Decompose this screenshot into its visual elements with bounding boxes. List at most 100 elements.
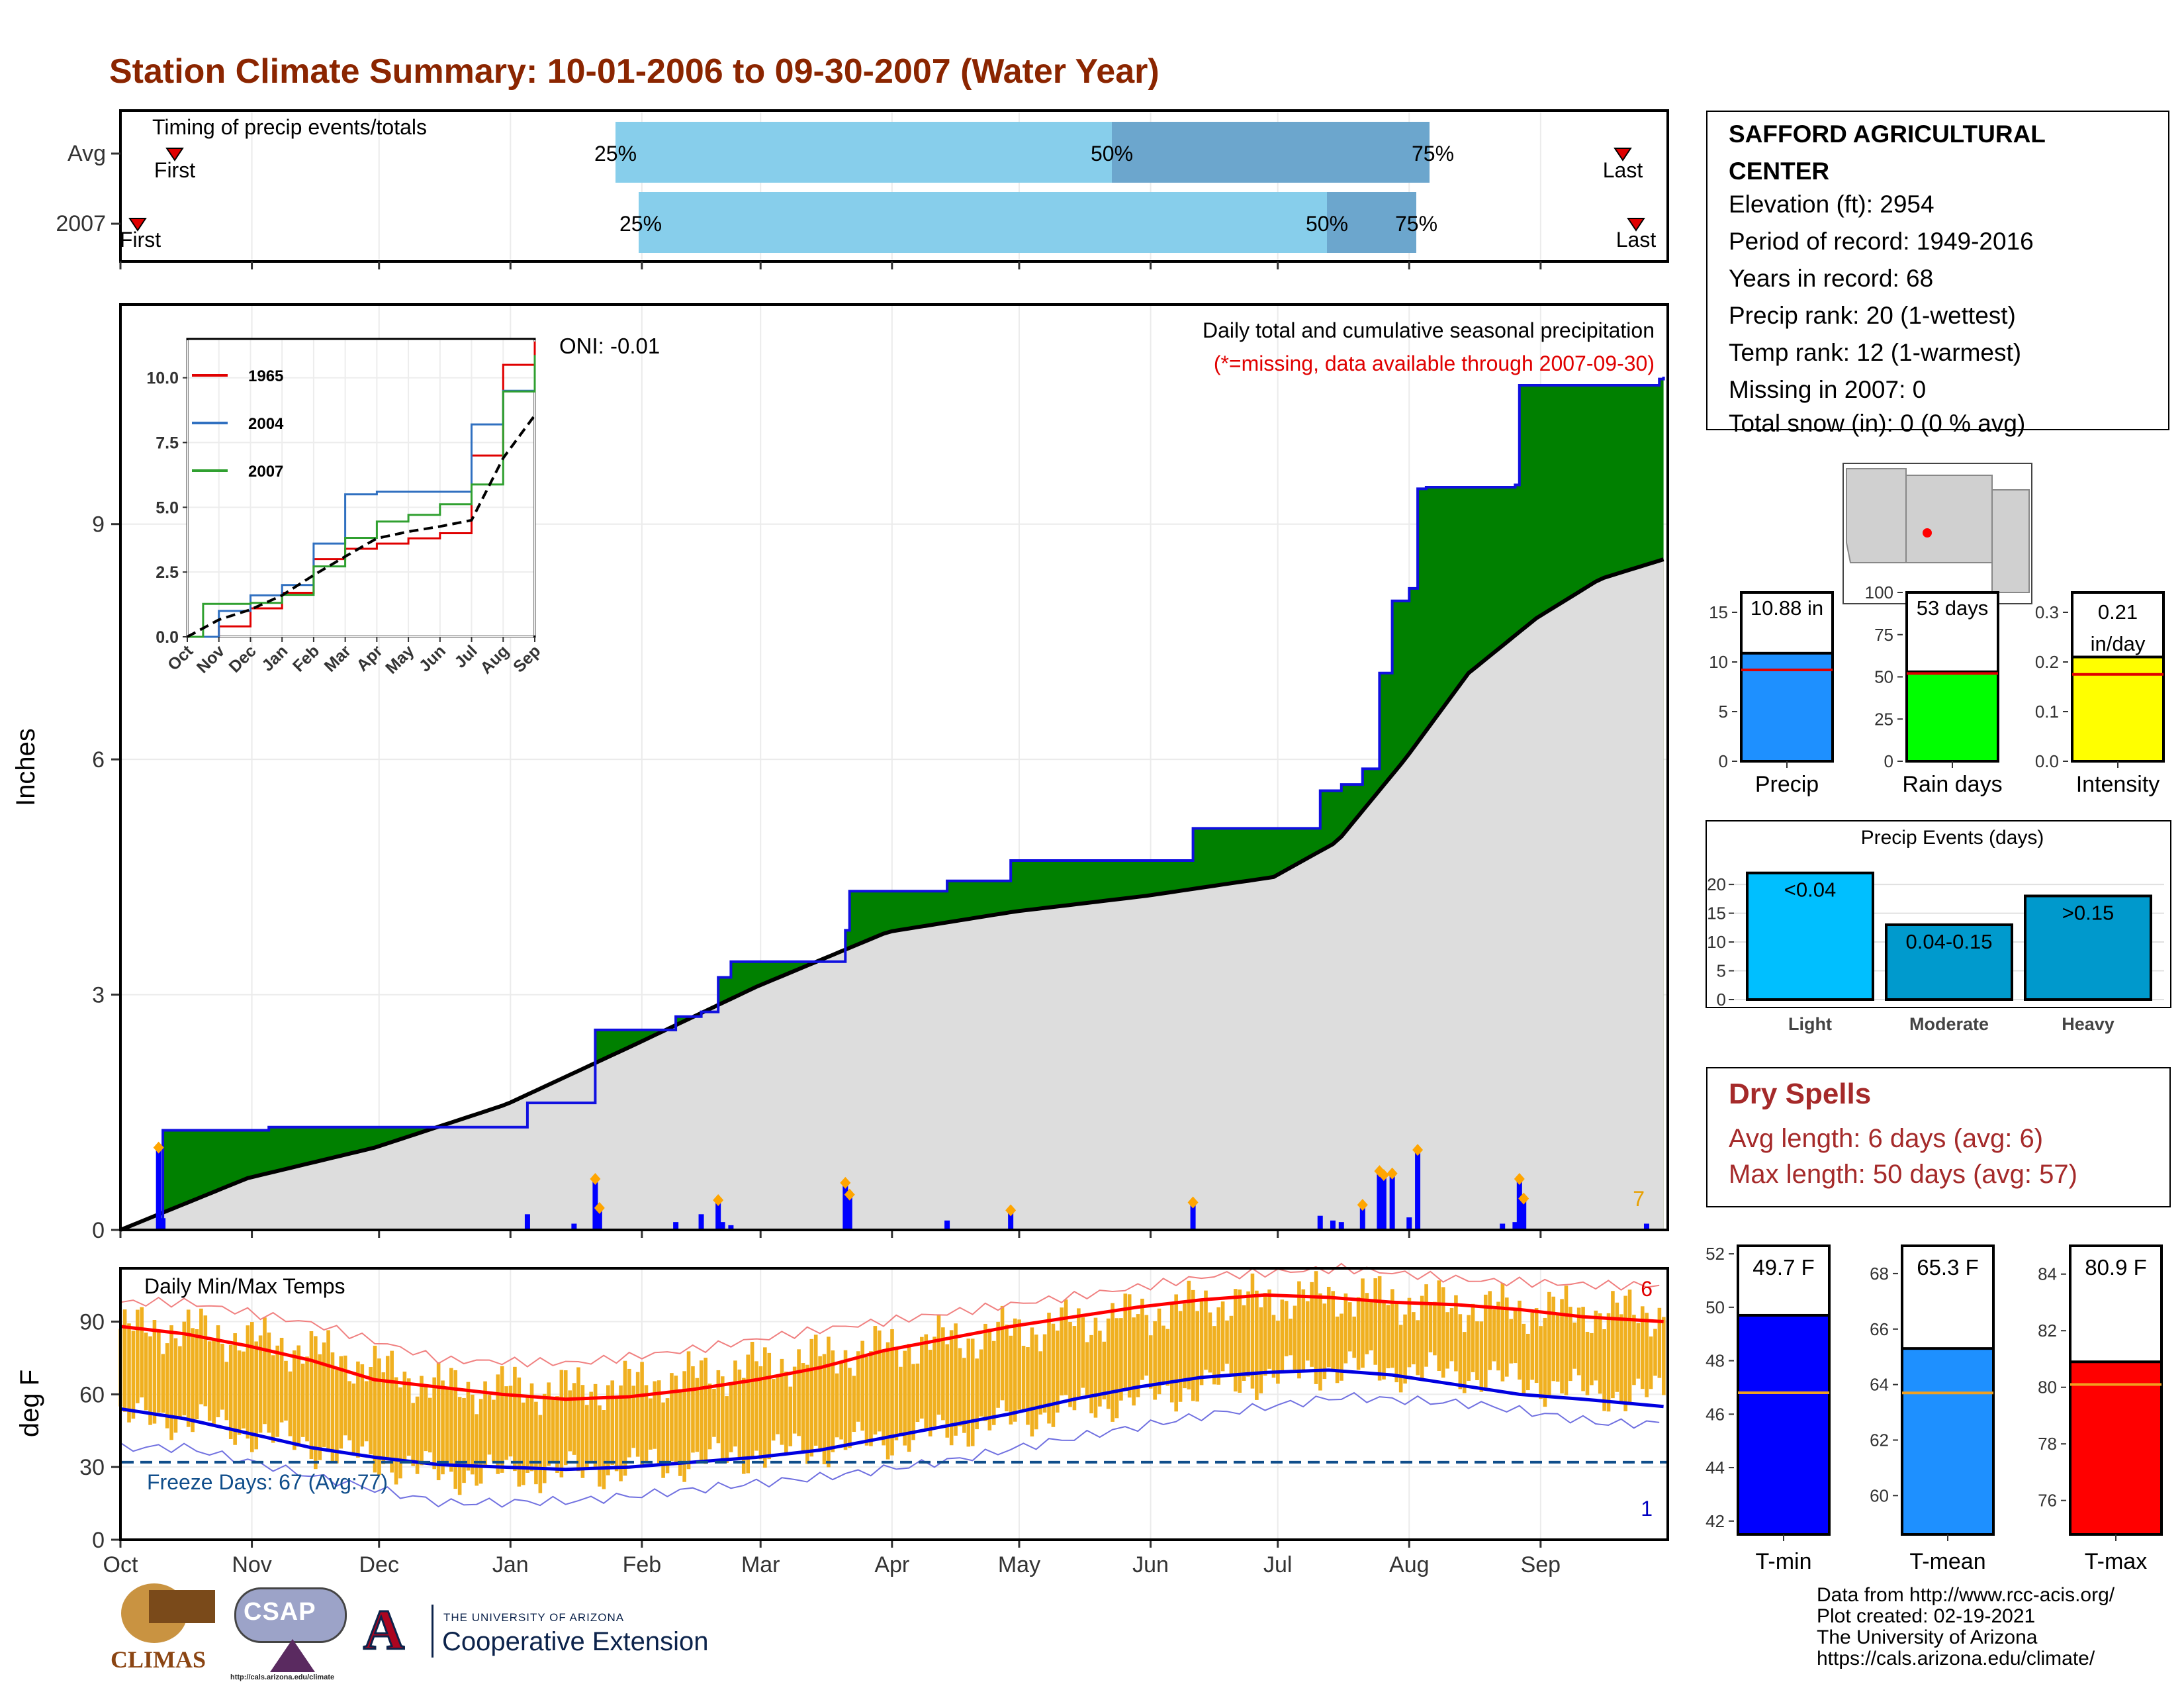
temp-daily-range-bar — [776, 1376, 780, 1434]
temp-daily-range-bar — [1632, 1315, 1636, 1385]
temp-daily-range-bar — [1576, 1307, 1581, 1376]
temp-daily-range-bar — [394, 1377, 398, 1485]
timing-avg-first-label: First — [154, 158, 195, 182]
dry-spells-box: Dry Spells Avg length: 6 days (avg: 6) M… — [1706, 1067, 2171, 1207]
temp-daily-range-bar — [674, 1376, 678, 1462]
temp-daily-range-bar — [335, 1370, 339, 1464]
timing-2007-bar-high — [1327, 192, 1416, 253]
temp-daily-range-bar — [1013, 1318, 1017, 1422]
temp-daily-range-bar — [784, 1372, 788, 1454]
summary-ytick-label: 25 — [1874, 709, 1893, 729]
temp-daily-range-bar — [330, 1352, 335, 1462]
temp-daily-range-bar — [1615, 1302, 1619, 1392]
temp-daily-range-bar — [559, 1370, 564, 1477]
daily-precip-bar — [1338, 1222, 1344, 1230]
temp-daily-range-bar — [640, 1362, 644, 1468]
daily-precip-bar — [1415, 1150, 1421, 1230]
summary-ytick-label: 0.1 — [2035, 702, 2059, 722]
temp-daily-range-bar — [1640, 1306, 1645, 1389]
temp-daily-range-bar — [1657, 1307, 1662, 1378]
temp-daily-range-bar — [970, 1338, 975, 1446]
temp-daily-range-bar — [1560, 1299, 1564, 1394]
temp-daily-range-bar — [1479, 1321, 1484, 1392]
temp-daily-range-bar — [856, 1351, 860, 1422]
temp-daily-range-bar — [212, 1338, 216, 1427]
temp-xtick-label: Nov — [232, 1552, 271, 1577]
temp-daily-range-bar — [1106, 1318, 1111, 1409]
climas-emblem-accent — [149, 1590, 215, 1623]
temp-daily-range-bar — [1661, 1317, 1666, 1395]
temp-daily-range-bar — [1356, 1297, 1361, 1370]
temp-daily-range-bar — [920, 1336, 924, 1419]
temp-daily-range-bar — [1310, 1282, 1314, 1367]
temp-daily-range-bar — [758, 1366, 763, 1460]
temp-daily-range-bar — [1030, 1327, 1034, 1437]
dry-spells-avg: Avg length: 6 days (avg: 6) — [1729, 1124, 2044, 1153]
temp-daily-range-bar — [178, 1346, 182, 1418]
temp-daily-range-bar — [733, 1360, 737, 1447]
temp-daily-range-bar — [339, 1356, 343, 1449]
temp-daily-range-bar — [1068, 1321, 1072, 1407]
temp-daily-range-bar — [813, 1335, 818, 1446]
station-map — [1843, 463, 2032, 604]
temp-daily-range-bar — [737, 1369, 742, 1458]
temp-daily-range-bar — [1250, 1273, 1255, 1389]
summary-bar-label: Precip — [1755, 772, 1819, 797]
temp-daily-range-bar — [1204, 1290, 1208, 1370]
footer-line-url: https://cals.arizona.edu/climate/ — [1817, 1648, 2095, 1669]
ua-divider — [432, 1605, 433, 1658]
temp-daily-range-bar — [1225, 1320, 1229, 1364]
csap-logo-text: CSAP — [244, 1598, 316, 1626]
temp-xtick-label: Jul — [1263, 1552, 1292, 1577]
temp-daily-range-bar — [754, 1361, 758, 1451]
summary-ytick-label: 0.2 — [2035, 652, 2059, 672]
temp-summary-ytick-label: 64 — [1870, 1375, 1889, 1395]
temp-daily-range-bar — [466, 1382, 471, 1471]
temp-daily-range-bar — [300, 1364, 305, 1437]
temp-daily-range-bar — [216, 1325, 220, 1417]
temp-daily-range-bar — [619, 1385, 623, 1481]
temp-daily-range-bar — [1271, 1315, 1276, 1378]
temp-daily-range-bar — [635, 1372, 640, 1457]
daily-precip-bar — [571, 1223, 577, 1230]
temp-xtick-label: Mar — [741, 1552, 780, 1577]
daily-precip-marker — [844, 1188, 855, 1201]
temp-daily-range-bar — [1602, 1329, 1606, 1411]
daily-precip-marker — [1187, 1196, 1199, 1209]
temp-daily-range-bar — [1098, 1331, 1102, 1407]
temp-daily-range-bar — [1127, 1294, 1132, 1398]
daily-precip-marker — [1412, 1144, 1424, 1156]
temp-summary-ytick-label: 52 — [1706, 1244, 1725, 1264]
temp-daily-range-bar — [250, 1322, 254, 1452]
temp-daily-range-bar — [254, 1341, 258, 1450]
temp-daily-range-bar — [293, 1350, 296, 1450]
summary-bar-unit: in/day — [2091, 632, 2146, 655]
temp-daily-range-bar — [555, 1396, 559, 1474]
timing-avg-bar-high — [1112, 122, 1430, 183]
temp-daily-range-bar — [220, 1343, 224, 1410]
precip-ytick-label: 6 — [92, 747, 105, 773]
temp-daily-range-bar — [547, 1382, 551, 1466]
station-years: Years in record: 68 — [1729, 265, 1934, 292]
temp-daily-range-bar — [1569, 1307, 1572, 1382]
temp-daily-range-bar — [576, 1367, 580, 1472]
temp-summary-ytick-label: 68 — [1870, 1264, 1889, 1284]
temp-daily-range-bar — [729, 1383, 733, 1452]
temp-xtick-label: Jun — [1132, 1552, 1169, 1577]
temp-daily-range-bar — [678, 1389, 682, 1476]
temp-daily-range-bar — [962, 1358, 966, 1433]
daily-precip-bar — [842, 1182, 848, 1230]
temp-xtick-label: Sep — [1521, 1552, 1561, 1577]
temp-daily-range-bar — [263, 1317, 267, 1425]
temp-daily-range-bar — [415, 1396, 420, 1474]
daily-precip-bar — [673, 1222, 679, 1230]
temp-daily-range-bar — [169, 1325, 173, 1440]
map-arizona-shape — [1846, 468, 1907, 563]
temp-daily-range-bar — [233, 1333, 237, 1445]
temp-daily-range-bar — [623, 1360, 627, 1476]
events-category: Light — [1788, 1014, 1832, 1034]
temp-daily-range-bar — [568, 1390, 572, 1452]
temp-daily-range-bar — [1504, 1297, 1509, 1377]
temp-daily-range-bar — [271, 1355, 275, 1443]
